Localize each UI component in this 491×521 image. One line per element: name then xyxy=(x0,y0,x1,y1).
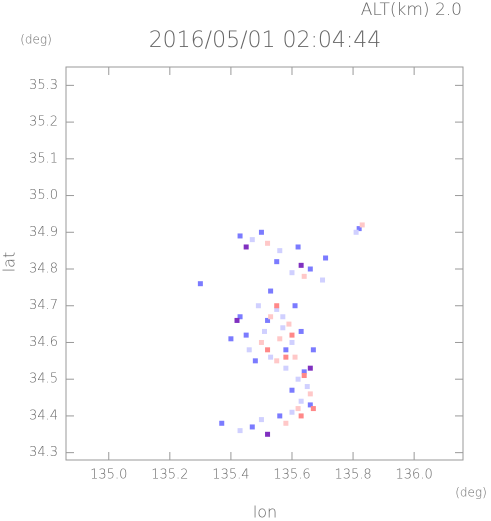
point xyxy=(283,347,289,353)
point xyxy=(258,417,264,423)
point xyxy=(283,354,289,360)
chart-title: 2016/05/01 02:04:44 xyxy=(149,28,382,53)
point xyxy=(219,420,225,426)
y-tick-label: 34.4 xyxy=(29,408,58,423)
point xyxy=(234,317,240,323)
y-tick-label: 35.3 xyxy=(29,78,58,93)
point xyxy=(274,306,280,312)
point xyxy=(289,409,295,415)
point xyxy=(298,262,304,268)
point xyxy=(237,314,243,320)
point xyxy=(280,325,286,331)
y-tick-label: 35.1 xyxy=(29,151,58,166)
x-tick-label: 135.0 xyxy=(90,468,127,483)
y-tick-label: 34.7 xyxy=(29,298,58,313)
point xyxy=(307,391,313,397)
point xyxy=(237,428,243,434)
point xyxy=(301,373,307,379)
point xyxy=(252,358,258,364)
x-tick-label: 135.6 xyxy=(273,468,310,483)
y-tick-label: 34.5 xyxy=(29,372,58,387)
point xyxy=(320,277,326,283)
y-tick-label: 35.2 xyxy=(29,115,58,130)
y-tick-label: 34.3 xyxy=(29,445,58,460)
point xyxy=(359,222,365,228)
x-unit: (deg) xyxy=(455,486,487,500)
point xyxy=(310,406,316,412)
point xyxy=(289,387,295,393)
point xyxy=(356,226,362,232)
chart-subtitle: ALT(km) 2.0 xyxy=(361,0,462,20)
point xyxy=(265,317,271,323)
point xyxy=(353,229,359,235)
point xyxy=(307,365,313,371)
point xyxy=(246,347,252,353)
point xyxy=(258,229,264,235)
point xyxy=(295,406,301,412)
point xyxy=(265,347,271,353)
point xyxy=(265,431,271,437)
point xyxy=(249,424,255,430)
x-tick-label: 136.0 xyxy=(396,468,433,483)
point xyxy=(289,332,295,338)
point xyxy=(295,244,301,250)
point xyxy=(237,233,243,239)
y-tick-label: 34.9 xyxy=(29,225,58,240)
point xyxy=(298,328,304,334)
point xyxy=(310,347,316,353)
point xyxy=(283,420,289,426)
point xyxy=(286,321,292,327)
point xyxy=(265,240,271,246)
point xyxy=(258,339,264,345)
point xyxy=(301,369,307,375)
point xyxy=(274,259,280,265)
y-tick-label: 34.6 xyxy=(29,335,58,350)
point xyxy=(268,354,274,360)
plot-frame xyxy=(65,66,464,461)
x-tick-label: 135.8 xyxy=(334,468,371,483)
point xyxy=(243,332,249,338)
point xyxy=(197,281,203,287)
point xyxy=(243,244,249,250)
point xyxy=(280,314,286,320)
y-tick-label: 34.8 xyxy=(29,262,58,277)
point xyxy=(274,303,280,309)
point xyxy=(307,266,313,272)
point xyxy=(283,365,289,371)
point xyxy=(307,402,313,408)
y-unit: (deg) xyxy=(20,33,52,47)
point xyxy=(262,328,267,334)
point xyxy=(249,237,255,243)
x-tick-label: 135.2 xyxy=(151,468,188,483)
x-tick-label: 135.4 xyxy=(212,468,249,483)
point xyxy=(292,354,298,360)
point xyxy=(277,413,283,419)
point xyxy=(295,376,301,382)
point xyxy=(289,270,295,276)
point xyxy=(292,303,298,309)
point xyxy=(323,255,329,261)
y-axis-label: lat xyxy=(0,252,19,273)
point xyxy=(228,336,234,342)
x-axis-label: lon xyxy=(253,503,277,521)
point xyxy=(255,303,261,309)
point xyxy=(304,384,310,390)
point xyxy=(301,273,307,279)
point xyxy=(298,398,304,404)
point xyxy=(277,248,283,254)
point xyxy=(277,336,283,342)
point xyxy=(268,288,274,294)
point xyxy=(274,358,280,364)
point xyxy=(268,314,274,320)
point xyxy=(298,413,304,419)
y-tick-label: 35.0 xyxy=(29,188,58,203)
point xyxy=(289,339,295,345)
